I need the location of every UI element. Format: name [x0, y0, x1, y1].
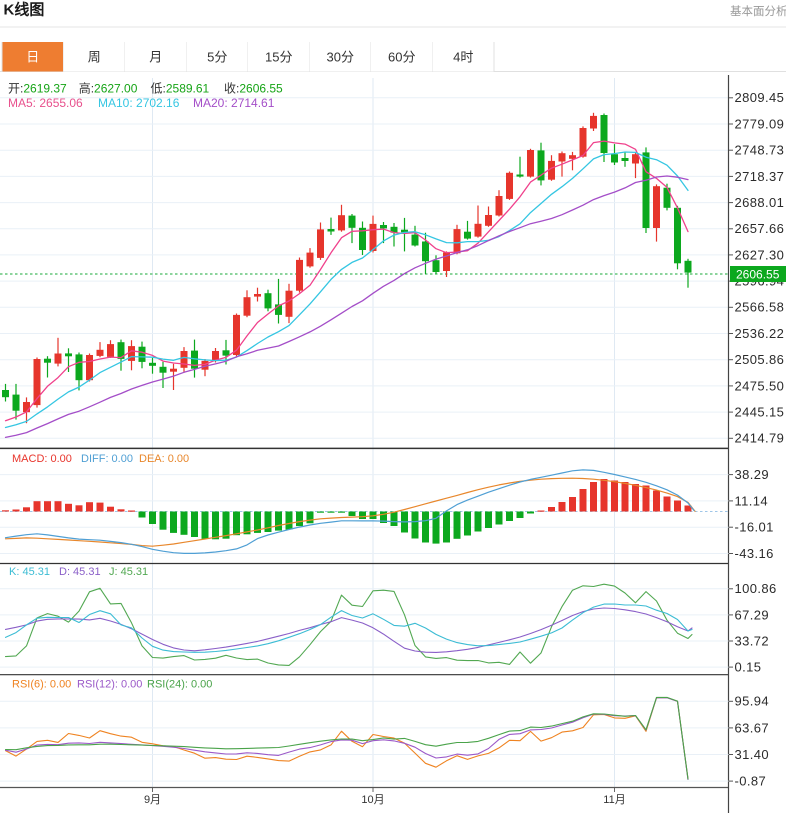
svg-text:DIFF: 0.00: DIFF: 0.00	[81, 453, 133, 465]
svg-text:K: 45.31: K: 45.31	[9, 566, 50, 578]
svg-text:月: 月	[149, 50, 162, 65]
svg-text:RSI(24): 0.00: RSI(24): 0.00	[147, 679, 212, 691]
svg-text:33.72: 33.72	[735, 633, 770, 648]
svg-text:63.67: 63.67	[735, 720, 770, 735]
svg-text:11月: 11月	[603, 794, 625, 806]
svg-text:2414.79: 2414.79	[735, 431, 785, 446]
svg-text:95.94: 95.94	[735, 694, 770, 709]
svg-text:31.40: 31.40	[735, 747, 770, 762]
svg-text:2657.66: 2657.66	[735, 221, 785, 236]
svg-text:D: 45.31: D: 45.31	[59, 566, 101, 578]
svg-text:15分: 15分	[265, 50, 292, 65]
svg-text:-16.01: -16.01	[735, 520, 774, 535]
svg-text:2445.15: 2445.15	[735, 405, 785, 420]
svg-text:DEA: 0.00: DEA: 0.00	[139, 453, 189, 465]
svg-text:高:2627.00: 高:2627.00	[79, 81, 138, 96]
svg-text:2779.09: 2779.09	[735, 116, 785, 131]
svg-text:2566.58: 2566.58	[735, 300, 785, 315]
svg-text:低:2589.61: 低:2589.61	[151, 82, 210, 96]
svg-text:2688.01: 2688.01	[735, 195, 785, 210]
svg-text:日: 日	[26, 50, 39, 65]
svg-text:2475.50: 2475.50	[735, 378, 785, 393]
svg-text:收:2606.55: 收:2606.55	[224, 82, 283, 96]
svg-text:开:2619.37: 开:2619.37	[8, 82, 67, 96]
svg-text:2718.37: 2718.37	[735, 169, 785, 184]
svg-text:RSI(6): 0.00: RSI(6): 0.00	[12, 679, 71, 691]
svg-text:9月: 9月	[144, 794, 161, 806]
svg-text:2536.22: 2536.22	[735, 326, 785, 341]
svg-text:2627.30: 2627.30	[735, 247, 785, 262]
svg-text:RSI(12): 0.00: RSI(12): 0.00	[77, 679, 142, 691]
svg-text:67.29: 67.29	[735, 607, 770, 622]
svg-text:60分: 60分	[388, 50, 415, 65]
svg-text:基本面分析师: 基本面分析师	[730, 4, 786, 18]
svg-text:MA20: 2714.61: MA20: 2714.61	[193, 96, 275, 110]
svg-text:MACD: 0.00: MACD: 0.00	[12, 453, 72, 465]
svg-text:4时: 4时	[453, 50, 473, 65]
svg-text:2606.55: 2606.55	[736, 268, 780, 282]
svg-text:MA5: 2655.06: MA5: 2655.06	[8, 96, 83, 110]
svg-text:30分: 30分	[327, 50, 354, 65]
svg-text:周: 周	[88, 50, 101, 65]
svg-text:K线图: K线图	[4, 1, 45, 19]
svg-text:-43.16: -43.16	[735, 546, 774, 561]
svg-text:J: 45.31: J: 45.31	[109, 566, 148, 578]
svg-text:2809.45: 2809.45	[735, 90, 785, 105]
svg-text:2505.86: 2505.86	[735, 352, 785, 367]
svg-text:100.86: 100.86	[735, 581, 777, 596]
svg-text:38.29: 38.29	[735, 467, 770, 482]
svg-text:11.14: 11.14	[735, 493, 769, 508]
svg-text:MA10: 2702.16: MA10: 2702.16	[98, 96, 180, 110]
svg-text:0.15: 0.15	[735, 660, 762, 675]
svg-text:2748.73: 2748.73	[735, 143, 785, 158]
svg-text:10月: 10月	[361, 794, 384, 806]
svg-text:-0.87: -0.87	[735, 774, 767, 789]
svg-text:5分: 5分	[207, 50, 227, 65]
